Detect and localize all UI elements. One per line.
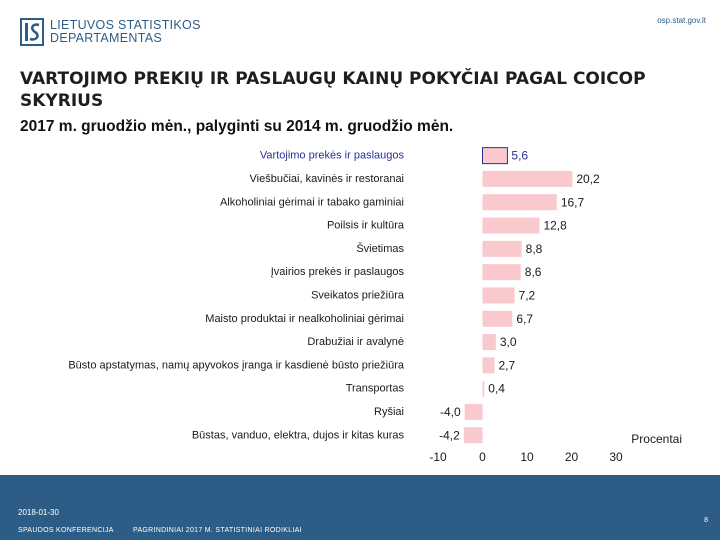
value-label: 2,7 bbox=[499, 358, 516, 372]
logo-mark-icon bbox=[20, 18, 44, 46]
category-label: Būsto apstatymas, namų apyvokos įranga i… bbox=[68, 359, 405, 371]
bar bbox=[482, 310, 513, 327]
category-label: Maisto produktai ir nealkoholiniai gėrim… bbox=[205, 313, 404, 325]
value-label: 16,7 bbox=[561, 195, 585, 209]
category-label: Vartojimo prekės ir paslaugos bbox=[260, 150, 405, 162]
site-url[interactable]: osp.stat.gov.lt bbox=[657, 16, 706, 25]
footer-conference: SPAUDOS KONFERENCIJA bbox=[18, 527, 114, 534]
x-tick-label: 20 bbox=[565, 450, 579, 464]
x-tick-label: 0 bbox=[479, 450, 486, 464]
bar bbox=[482, 287, 515, 304]
footer-date: 2018-01-30 bbox=[18, 508, 59, 517]
x-tick-label: 30 bbox=[609, 450, 623, 464]
category-label: Sveikatos priežiūra bbox=[311, 289, 405, 301]
bar bbox=[464, 403, 483, 420]
bar bbox=[463, 427, 483, 444]
value-label: 3,0 bbox=[500, 335, 517, 349]
value-label: 12,8 bbox=[543, 219, 567, 233]
category-label: Transportas bbox=[346, 383, 405, 395]
value-label: 5,6 bbox=[511, 149, 528, 163]
logo: Lietuvos statistikos departamentas bbox=[20, 18, 210, 46]
category-label: Poilsis ir kultūra bbox=[327, 220, 405, 232]
value-label: -4,2 bbox=[439, 428, 460, 442]
value-label: 6,7 bbox=[516, 312, 533, 326]
bar bbox=[482, 240, 522, 257]
category-label: Alkoholiniai gėrimai ir tabako gaminiai bbox=[220, 196, 404, 208]
category-label: Ryšiai bbox=[374, 406, 404, 418]
bar bbox=[482, 334, 496, 351]
x-axis-label: Procentai bbox=[631, 432, 682, 446]
value-label: 20,2 bbox=[576, 172, 600, 186]
logo-line-2: departamentas bbox=[50, 31, 163, 45]
category-label: Būstas, vanduo, elektra, dujos ir kitas … bbox=[192, 429, 405, 441]
category-label: Švietimas bbox=[356, 242, 404, 255]
slide-title: VARTOJIMO PREKIŲ IR PASLAUGŲ KAINŲ POKYČ… bbox=[20, 69, 646, 111]
page-number: 8 bbox=[704, 517, 708, 524]
value-label: 0,4 bbox=[488, 382, 505, 396]
x-tick-label: 10 bbox=[520, 450, 534, 464]
x-tick-label: -10 bbox=[429, 450, 447, 464]
value-label: -4,0 bbox=[440, 405, 461, 419]
slide-subtitle: 2017 m. gruodžio mėn., palyginti su 2014… bbox=[20, 118, 454, 135]
bar bbox=[482, 264, 521, 281]
bar bbox=[482, 357, 495, 374]
value-label: 8,8 bbox=[526, 242, 543, 256]
bar bbox=[482, 217, 540, 234]
footer-section: PAGRINDINIAI 2017 M. STATISTINIAI RODIKL… bbox=[133, 527, 302, 534]
bar bbox=[482, 170, 573, 187]
category-label: Įvairios prekės ir paslaugos bbox=[271, 266, 405, 278]
value-label: 8,6 bbox=[525, 265, 542, 279]
category-label: Drabužiai ir avalynė bbox=[307, 336, 404, 348]
bar bbox=[482, 147, 508, 165]
bar bbox=[482, 380, 485, 397]
bar-chart: Vartojimo prekės ir paslaugos 5,6 Viešbuči… bbox=[68, 147, 682, 464]
category-label: Viešbučiai, kavinės ir restoranai bbox=[250, 173, 404, 185]
logo-text: Lietuvos statistikos departamentas bbox=[50, 19, 201, 45]
logo-line-1: Lietuvos statistikos bbox=[50, 18, 201, 32]
bar bbox=[482, 194, 557, 211]
footer: 2018-01-30 SPAUDOS KONFERENCIJA PAGRINDI… bbox=[0, 475, 720, 540]
value-label: 7,2 bbox=[519, 288, 536, 302]
